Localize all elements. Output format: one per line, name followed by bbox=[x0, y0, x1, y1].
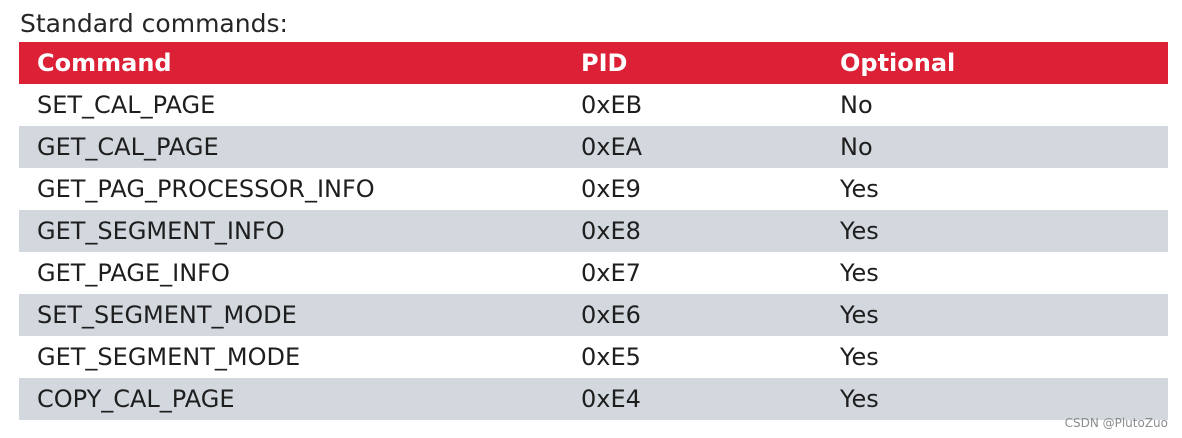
optional-cell: Yes bbox=[840, 385, 879, 413]
table-row: GET_SEGMENT_MODE 0xE5 Yes bbox=[19, 336, 1168, 378]
pid-cell: 0xE5 bbox=[581, 343, 641, 371]
table-header-row: Command PID Optional bbox=[19, 42, 1168, 84]
command-cell: GET_CAL_PAGE bbox=[37, 133, 219, 161]
table-row: GET_PAG_PROCESSOR_INFO 0xE9 Yes bbox=[19, 168, 1168, 210]
optional-cell: No bbox=[840, 133, 873, 161]
column-header-command: Command bbox=[37, 49, 172, 77]
table-row: COPY_CAL_PAGE 0xE4 Yes bbox=[19, 378, 1168, 420]
optional-cell: Yes bbox=[840, 301, 879, 329]
command-cell: COPY_CAL_PAGE bbox=[37, 385, 235, 413]
commands-table: Command PID Optional SET_CAL_PAGE 0xEB N… bbox=[19, 42, 1168, 420]
pid-cell: 0xE4 bbox=[581, 385, 641, 413]
pid-cell: 0xE6 bbox=[581, 301, 641, 329]
pid-cell: 0xE9 bbox=[581, 175, 641, 203]
table-row: SET_SEGMENT_MODE 0xE6 Yes bbox=[19, 294, 1168, 336]
command-cell: GET_SEGMENT_MODE bbox=[37, 343, 301, 371]
pid-cell: 0xE8 bbox=[581, 217, 641, 245]
column-header-optional: Optional bbox=[840, 49, 956, 77]
table-row: GET_PAGE_INFO 0xE7 Yes bbox=[19, 252, 1168, 294]
page-title: Standard commands: bbox=[20, 9, 288, 38]
pid-cell: 0xEA bbox=[581, 133, 643, 161]
optional-cell: No bbox=[840, 91, 873, 119]
optional-cell: Yes bbox=[840, 217, 879, 245]
command-cell: GET_SEGMENT_INFO bbox=[37, 217, 285, 245]
optional-cell: Yes bbox=[840, 259, 879, 287]
command-cell: SET_SEGMENT_MODE bbox=[37, 301, 297, 329]
table-row: GET_CAL_PAGE 0xEA No bbox=[19, 126, 1168, 168]
pid-cell: 0xEB bbox=[581, 91, 643, 119]
command-cell: GET_PAGE_INFO bbox=[37, 259, 230, 287]
table-row: SET_CAL_PAGE 0xEB No bbox=[19, 84, 1168, 126]
table-row: GET_SEGMENT_INFO 0xE8 Yes bbox=[19, 210, 1168, 252]
command-cell: GET_PAG_PROCESSOR_INFO bbox=[37, 175, 375, 203]
optional-cell: Yes bbox=[840, 175, 879, 203]
watermark: CSDN @PlutoZuo bbox=[1064, 416, 1168, 430]
optional-cell: Yes bbox=[840, 343, 879, 371]
column-header-pid: PID bbox=[581, 49, 628, 77]
pid-cell: 0xE7 bbox=[581, 259, 641, 287]
command-cell: SET_CAL_PAGE bbox=[37, 91, 216, 119]
